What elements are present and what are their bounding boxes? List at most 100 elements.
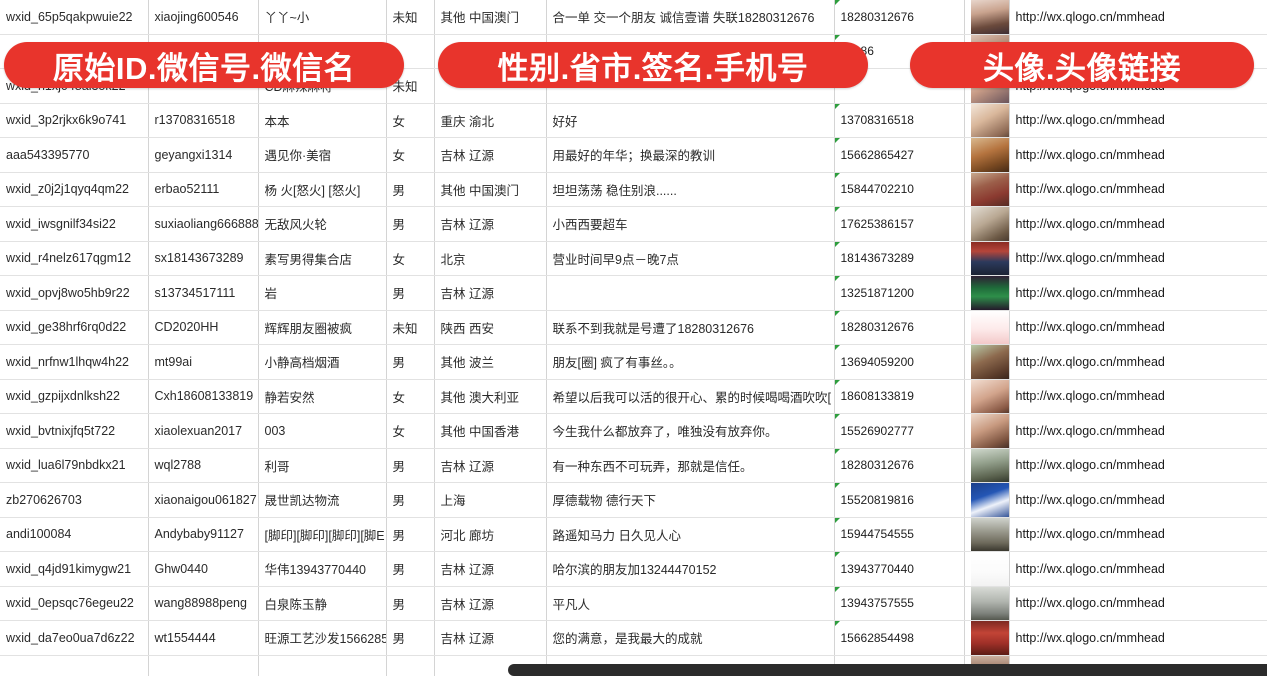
cell-avatar-url[interactable]: http://wx.qlogo.cn/mmhead [1009,206,1267,242]
cell-wechat-id[interactable]: wql2788 [148,448,259,483]
table-row[interactable]: wxid_r4nelz617qgm12 sx18143673289 素写男得集合店女… [0,241,1267,276]
cell-avatar[interactable] [964,482,1010,518]
cell-signature[interactable]: 小西西要超车 [546,206,835,242]
table-row[interactable]: wxid_gzpijxdnlksh22 Cxh18608133819 静若安然女其他… [0,379,1267,414]
cell-wechat-id[interactable]: wt1554444 [148,620,259,656]
cell-province-city[interactable]: 其他 中国澳门 [434,172,547,207]
cell-phone[interactable]: 17625386157 [834,206,965,242]
cell-province-city[interactable]: 其他 波兰 [434,344,547,380]
cell-phone[interactable]: 13251871200 [834,275,965,311]
cell-province-city[interactable]: 吉林 辽源 [434,620,547,656]
cell-avatar-url[interactable]: http://wx.qlogo.cn/mmhead [1009,482,1267,518]
cell-province-city[interactable]: 吉林 辽源 [434,586,547,621]
cell-gender[interactable] [386,655,435,676]
cell-wechat-id[interactable]: Ghw0440 [148,551,259,587]
cell-province-city[interactable]: 其他 中国澳门 [434,0,547,35]
cell-original-id[interactable]: aaa543395770 [0,137,149,173]
cell-gender[interactable]: 女 [386,103,435,138]
cell-original-id[interactable]: wxid_opvj8wo5hb9r22 [0,275,149,311]
cell-original-id[interactable]: wxid_lua6l79nbdkx21 [0,448,149,483]
cell-province-city[interactable]: 上海 [434,482,547,518]
cell-avatar[interactable] [964,206,1010,242]
cell-wechat-id[interactable]: s13734517111 [148,275,259,311]
cell-gender[interactable]: 未知 [386,310,435,345]
cell-avatar-url[interactable]: http://wx.qlogo.cn/mmhead [1009,551,1267,587]
cell-phone[interactable]: 18280312676 [834,448,965,483]
cell-signature[interactable]: 好好 [546,103,835,138]
cell-province-city[interactable]: 北京 [434,241,547,276]
cell-phone[interactable]: 13943770440 [834,551,965,587]
cell-original-id[interactable]: andi100084 [0,517,149,552]
cell-original-id[interactable]: wxid_nrfnw1lhqw4h22 [0,344,149,380]
cell-gender[interactable]: 男 [386,620,435,656]
cell-phone[interactable]: 18280312676 [834,0,965,35]
cell-wechat-name[interactable]: 华伟13943770440 [258,551,387,587]
table-row[interactable]: wxid_3p2rjkx6k9o741 r13708316518 本本女重庆 渝北好… [0,103,1267,138]
cell-avatar[interactable] [964,413,1010,449]
cell-avatar-url[interactable]: http://wx.qlogo.cn/mmhead [1009,344,1267,380]
cell-wechat-name[interactable]: 晟世凯达物流 [258,482,387,518]
cell-original-id[interactable] [0,655,149,676]
table-row[interactable]: wxid_da7eo0ua7d6z22 wt1554444 旺源工艺沙发156628… [0,620,1267,656]
cell-gender[interactable]: 男 [386,448,435,483]
cell-avatar[interactable] [964,586,1010,621]
cell-phone[interactable]: 13708316518 [834,103,965,138]
cell-avatar-url[interactable]: http://wx.qlogo.cn/mmhead [1009,103,1267,138]
cell-phone[interactable]: 15520819816 [834,482,965,518]
cell-gender[interactable]: 男 [386,344,435,380]
cell-wechat-name[interactable]: 丫丫~小 [258,0,387,35]
cell-avatar-url[interactable]: http://wx.qlogo.cn/mmhead [1009,517,1267,552]
cell-signature[interactable]: 用最好的年华；换最深的教训 [546,137,835,173]
cell-wechat-name[interactable]: 辉辉朋友圈被疯 [258,310,387,345]
cell-phone[interactable]: 18143673289 [834,241,965,276]
cell-avatar[interactable] [964,310,1010,345]
cell-phone[interactable]: 15662865427 [834,137,965,173]
table-row[interactable]: andi100084 Andybaby91127 [脚印][脚印][脚印][脚E 男河… [0,517,1267,552]
cell-gender[interactable]: 女 [386,241,435,276]
table-row[interactable]: wxid_iwsgnilf34si22 suxiaoliang666888 无敌风火… [0,206,1267,242]
cell-avatar-url[interactable]: http://wx.qlogo.cn/mmhead [1009,379,1267,414]
cell-province-city[interactable]: 陕西 西安 [434,310,547,345]
cell-wechat-name[interactable]: 小静高档烟酒 [258,344,387,380]
cell-gender[interactable]: 男 [386,517,435,552]
cell-wechat-name[interactable]: 利哥 [258,448,387,483]
cell-avatar-url[interactable]: http://wx.qlogo.cn/mmhead [1009,310,1267,345]
cell-wechat-id[interactable]: CD2020HH [148,310,259,345]
cell-signature[interactable]: 营业时间早9点－晚7点 [546,241,835,276]
cell-wechat-name[interactable]: 杨 火[怒火] [怒火] [258,172,387,207]
cell-avatar[interactable] [964,103,1010,138]
cell-avatar-url[interactable]: http://wx.qlogo.cn/mmhead [1009,275,1267,311]
cell-avatar[interactable] [964,137,1010,173]
cell-wechat-id[interactable]: Andybaby91127 [148,517,259,552]
cell-avatar-url[interactable]: http://wx.qlogo.cn/mmhead [1009,137,1267,173]
cell-province-city[interactable]: 重庆 渝北 [434,103,547,138]
cell-wechat-name[interactable]: 旺源工艺沙发15662854 [258,620,387,656]
cell-wechat-name[interactable]: 003 [258,413,387,449]
cell-signature[interactable]: 厚德载物 德行天下 [546,482,835,518]
cell-original-id[interactable]: wxid_gzpijxdnlksh22 [0,379,149,414]
cell-province-city[interactable]: 吉林 辽源 [434,206,547,242]
cell-gender[interactable]: 女 [386,137,435,173]
cell-wechat-id[interactable]: r13708316518 [148,103,259,138]
table-row[interactable]: wxid_nrfnw1lhqw4h22 mt99ai 小静高档烟酒男其他 波兰 朋友[… [0,344,1267,380]
cell-signature[interactable]: 平凡人 [546,586,835,621]
cell-phone[interactable]: 15662854498 [834,620,965,656]
cell-signature[interactable]: 朋友[圈] 疯了有事丝。。 [546,344,835,380]
cell-province-city[interactable]: 吉林 辽源 [434,448,547,483]
cell-wechat-id[interactable] [148,655,259,676]
cell-signature[interactable]: 合一单 交一个朋友 诚信壹谱 失联18280312676 [546,0,835,35]
cell-wechat-id[interactable]: wang88988peng [148,586,259,621]
cell-wechat-name[interactable]: 素写男得集合店 [258,241,387,276]
cell-province-city[interactable]: 河北 廊坊 [434,517,547,552]
cell-gender[interactable]: 男 [386,586,435,621]
cell-gender[interactable]: 未知 [386,0,435,35]
cell-avatar[interactable] [964,551,1010,587]
cell-signature[interactable]: 希望以后我可以活的很开心、累的时候喝喝酒吹吹[ [546,379,835,414]
cell-original-id[interactable]: wxid_q4jd91kimygw21 [0,551,149,587]
table-row[interactable]: aaa543395770 geyangxi1314 遇见你·美宿女吉林 辽源 用最好的… [0,137,1267,173]
cell-avatar-url[interactable]: http://wx.qlogo.cn/mmhead [1009,620,1267,656]
cell-signature[interactable]: 今生我什么都放弃了，唯独没有放弃你。 [546,413,835,449]
cell-wechat-name[interactable]: 岩 [258,275,387,311]
cell-avatar-url[interactable]: http://wx.qlogo.cn/mmhead [1009,0,1267,35]
